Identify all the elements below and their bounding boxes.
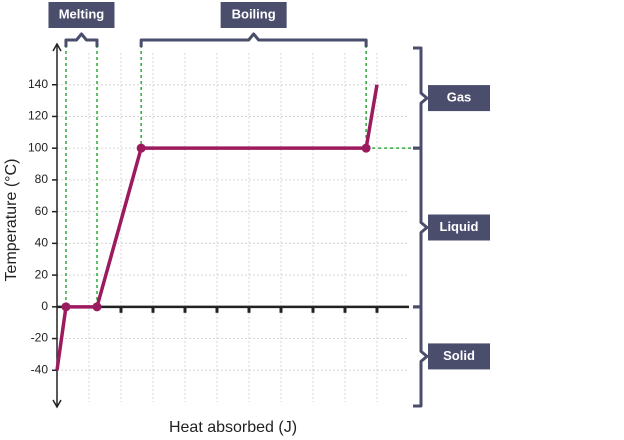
- x-axis-label: Heat absorbed (J): [169, 419, 297, 436]
- data-point: [136, 143, 146, 153]
- annotation: Melting: [59, 6, 105, 21]
- bracket: [413, 146, 429, 309]
- annotation-box: [220, 2, 287, 28]
- annotation-box: [428, 343, 490, 370]
- annotation-box: [428, 85, 490, 112]
- y-tick-label: 20: [35, 267, 49, 281]
- y-tick-label: 100: [28, 140, 48, 154]
- data-point: [92, 302, 102, 312]
- bracket: [413, 305, 429, 408]
- y-tick-label: 120: [28, 109, 48, 123]
- data-point: [61, 302, 71, 312]
- annotation: Gas: [447, 90, 472, 105]
- data-point: [361, 143, 371, 153]
- bracket: [413, 46, 429, 150]
- bracket: [139, 32, 368, 47]
- series-line: [55, 84, 379, 371]
- bracket: [64, 32, 99, 47]
- annotation-box: [48, 2, 115, 28]
- y-axis-arrow: [52, 399, 62, 409]
- annotation: Solid: [443, 348, 475, 363]
- annotation: Liquid: [440, 219, 479, 234]
- y-tick-label: 0: [41, 299, 48, 313]
- y-tick-label: -20: [31, 331, 49, 345]
- y-tick-label: 140: [28, 77, 48, 91]
- y-tick-label: 60: [35, 204, 49, 218]
- y-tick-label: 80: [35, 172, 49, 186]
- y-axis-arrow: [52, 42, 62, 52]
- annotation: Boiling: [232, 6, 276, 21]
- y-tick-label: 40: [35, 236, 49, 250]
- annotation-box: [428, 214, 490, 241]
- y-axis-label: Temperature (°C): [3, 159, 20, 282]
- y-tick-label: -40: [31, 362, 49, 376]
